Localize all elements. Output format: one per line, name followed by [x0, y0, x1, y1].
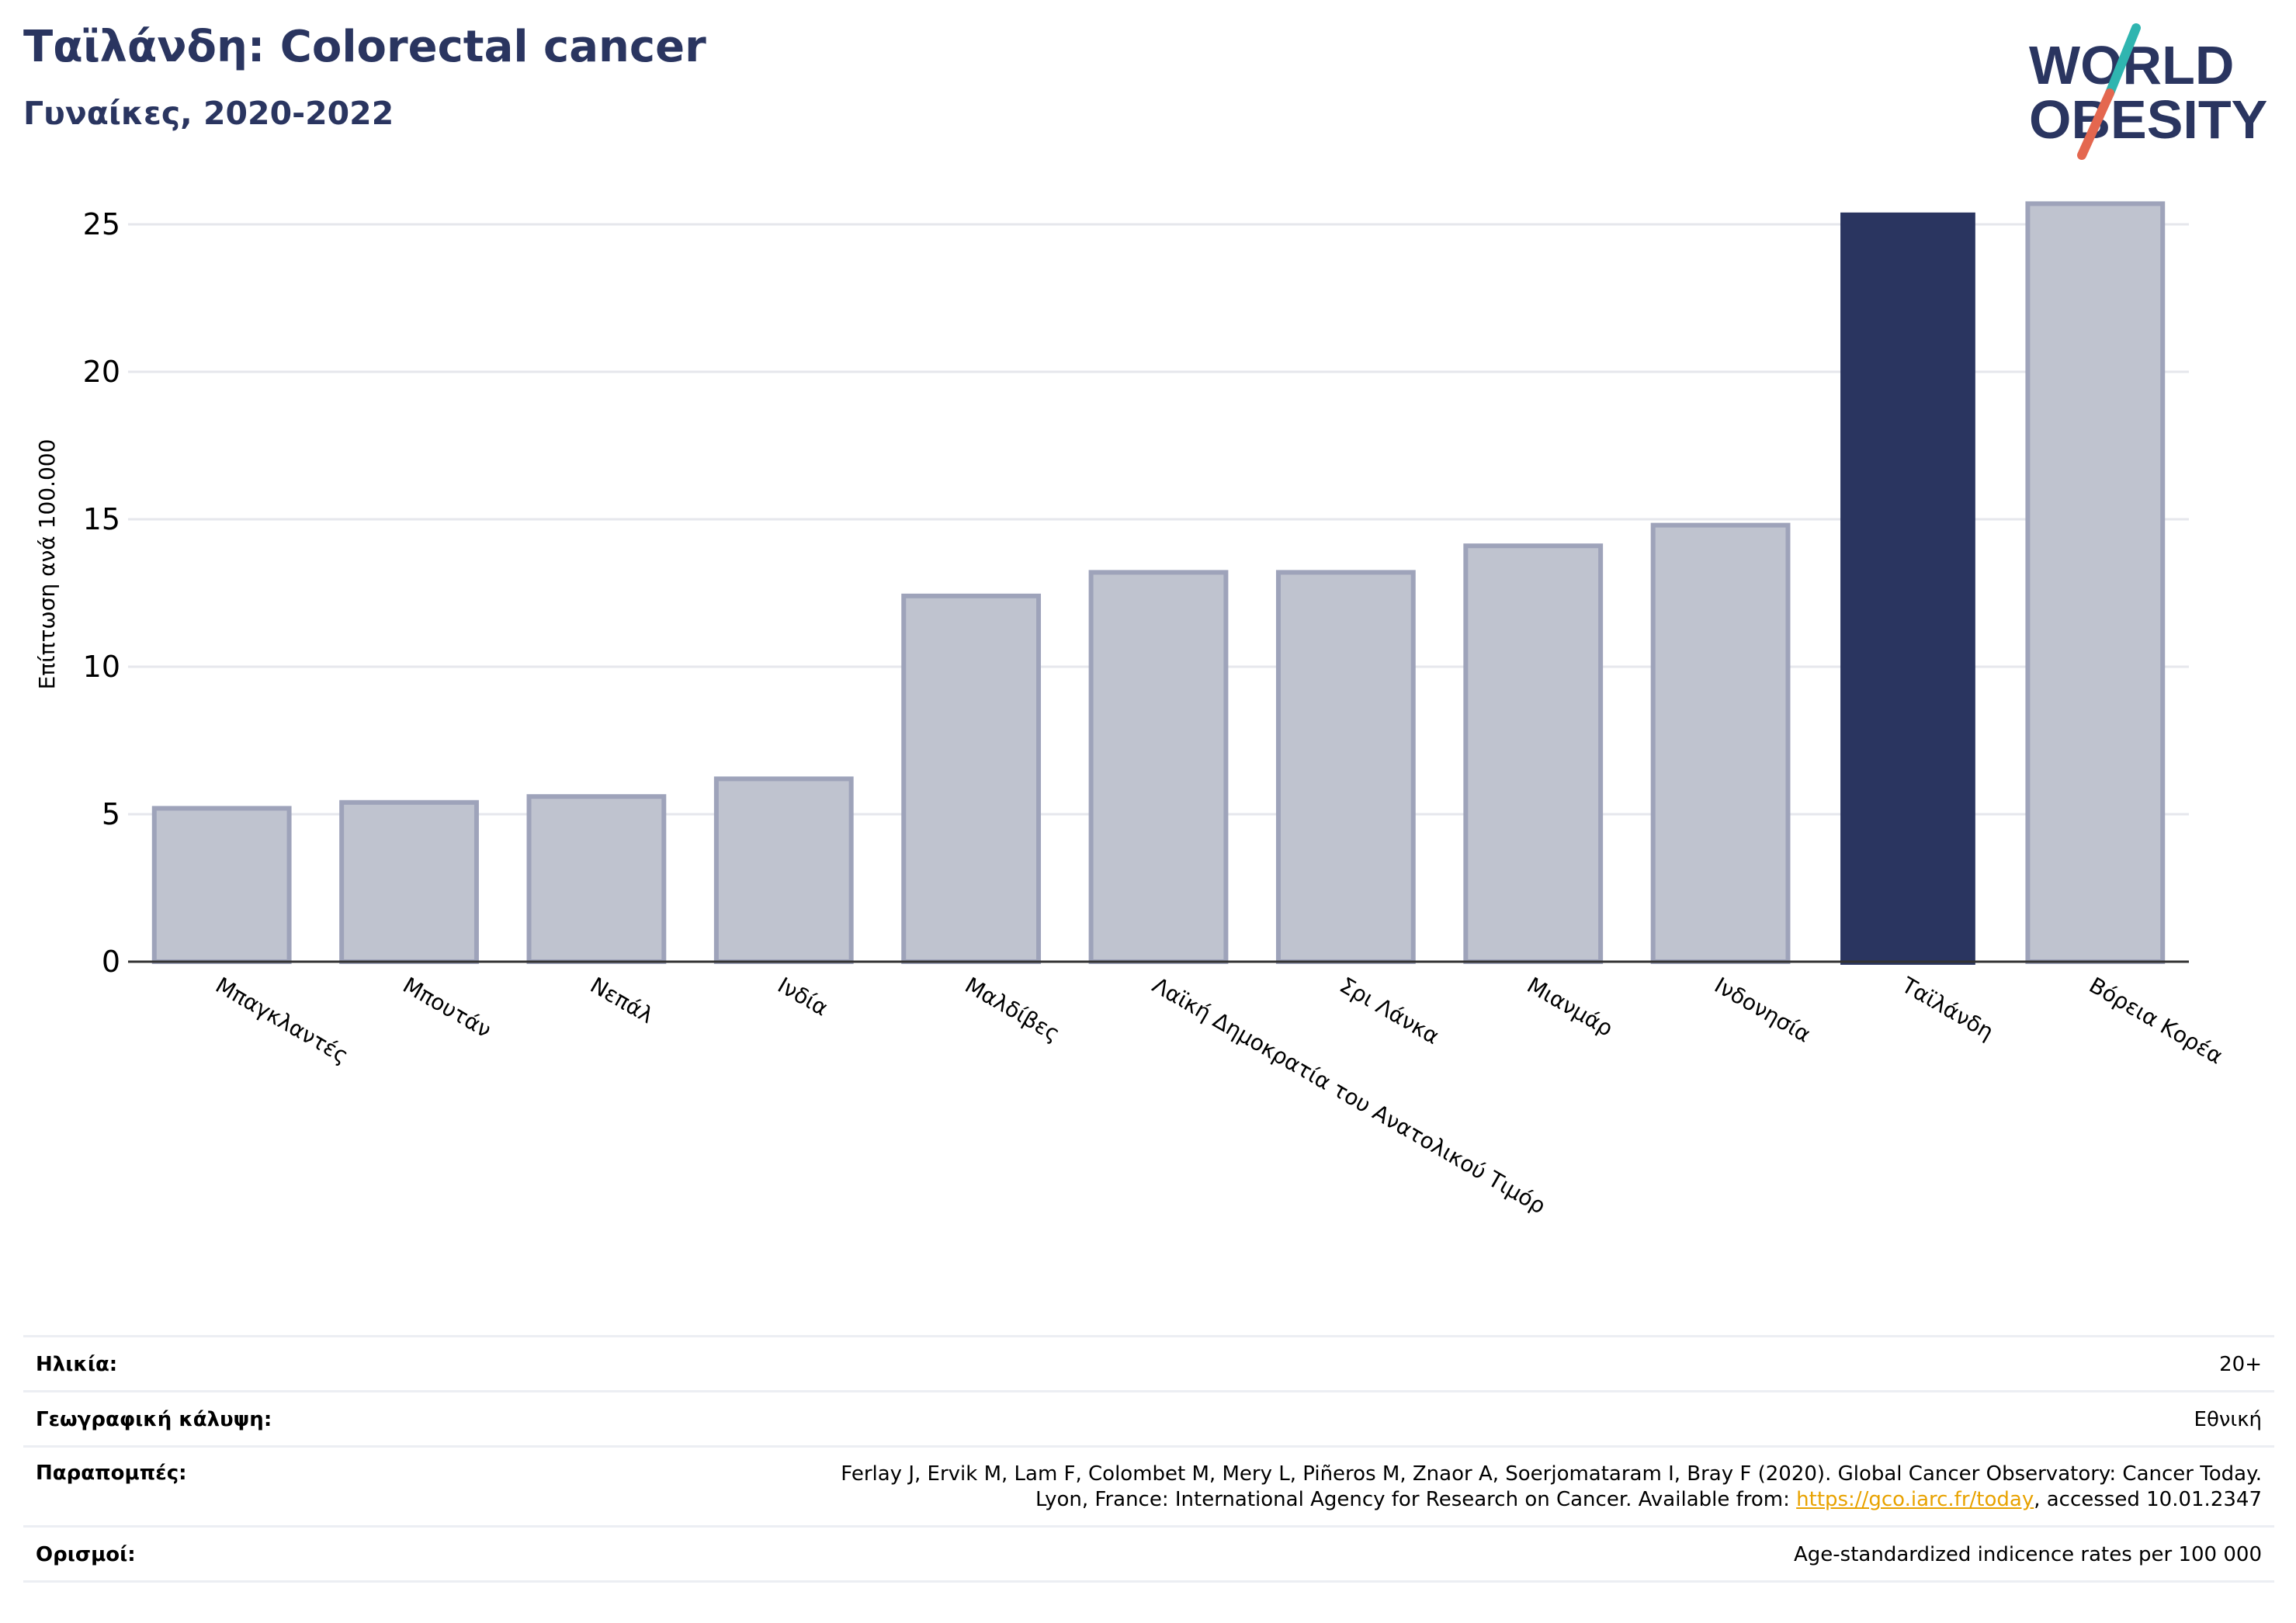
bar-10	[2025, 201, 2166, 964]
bar-6	[1275, 570, 1416, 965]
meta-row-references: Παραπομπές: Ferlay J, Ervik M, Lam F, Co…	[23, 1445, 2274, 1525]
x-tick-label: Μαλδίβες	[961, 972, 1065, 1046]
logo-slash-red	[2077, 88, 2114, 160]
x-tick-label: Μπαγκλαντές	[211, 972, 352, 1068]
x-tick-label: Σρι Λάνκα	[1335, 972, 1444, 1049]
meta-refs-line2-post: , accessed 10.01.2347	[2034, 1488, 2262, 1511]
x-tick-label: Λαϊκή Δημοκρατία του Ανατολικού Τιμόρ	[1148, 972, 1550, 1219]
bar-1	[339, 799, 479, 965]
bar-4	[901, 593, 1042, 964]
meta-defs-value: Age-standardized indicence rates per 100…	[1794, 1543, 2262, 1566]
bar-9	[1840, 212, 1975, 965]
meta-age-value: 20+	[2219, 1353, 2262, 1376]
chart-title: Ταϊλάνδη: Colorectal cancer	[23, 22, 706, 72]
chart-subtitle: Γυναίκες, 2020-2022	[23, 95, 394, 132]
bar-5	[1088, 570, 1229, 965]
y-tick-label: 25	[83, 207, 120, 241]
x-tick-label: Ινδονησία	[1710, 972, 1815, 1047]
x-tick-label: Μπουτάν	[399, 972, 496, 1042]
x-tick-label: Μιανμάρ	[1523, 972, 1618, 1041]
meta-row-age: Ηλικία: 20+	[23, 1335, 2274, 1390]
metadata-table: Ηλικία: 20+ Γεωγραφική κάλυψη: Εθνική Πα…	[23, 1335, 2274, 1583]
y-axis-label: Επίπτωση ανά 100.000	[34, 439, 60, 690]
meta-age-label: Ηλικία:	[36, 1353, 118, 1376]
logo-slash-teal	[2105, 23, 2141, 98]
x-tick-label: Ινδία	[773, 972, 832, 1021]
bar-2	[526, 794, 667, 964]
bar-7	[1463, 543, 1604, 964]
y-tick-label: 5	[102, 797, 120, 831]
bar-8	[1650, 522, 1791, 964]
bar-3	[713, 776, 854, 965]
x-tick-labels: Μπαγκλαντές Μπουτάν Νεπάλ Ινδία Μαλδίβες Λαϊκ…	[211, 972, 2227, 1219]
meta-refs-line2-pre: Lyon, France: International Agency for R…	[1035, 1488, 1797, 1511]
bars	[151, 201, 2166, 965]
meta-row-definitions: Ορισμοί: Age-standardized indicence rate…	[23, 1525, 2274, 1583]
x-tick-label: Ταϊλάνδη	[1897, 972, 1998, 1045]
y-tick-label: 20	[83, 355, 120, 389]
y-tick-label: 0	[102, 945, 120, 979]
x-tick-label: Βόρεια Κορέα	[2085, 972, 2228, 1069]
bar-0	[151, 806, 292, 965]
y-tick-labels: 0 5 10 15 20 25	[83, 207, 120, 979]
meta-refs-link[interactable]: https://gco.iarc.fr/today	[1796, 1488, 2034, 1511]
meta-row-coverage: Γεωγραφική κάλυψη: Εθνική	[23, 1390, 2274, 1445]
meta-refs-value: Ferlay J, Ervik M, Lam F, Colombet M, Me…	[841, 1462, 2262, 1513]
y-tick-label: 15	[83, 502, 120, 536]
meta-defs-label: Ορισμοί:	[36, 1543, 136, 1566]
meta-refs-line2: Lyon, France: International Agency for R…	[841, 1487, 2262, 1513]
world-obesity-logo: WORLD OBESITY	[2029, 23, 2267, 160]
x-tick-label: Νεπάλ	[586, 972, 658, 1028]
meta-refs-line1: Ferlay J, Ervik M, Lam F, Colombet M, Me…	[841, 1462, 2262, 1486]
y-tick-label: 10	[83, 650, 120, 684]
meta-coverage-value: Εθνική	[2194, 1408, 2262, 1431]
meta-coverage-label: Γεωγραφική κάλυψη:	[36, 1408, 272, 1431]
logo-text-obesity: OBESITY	[2029, 89, 2267, 150]
meta-refs-label: Παραπομπές:	[36, 1462, 187, 1485]
